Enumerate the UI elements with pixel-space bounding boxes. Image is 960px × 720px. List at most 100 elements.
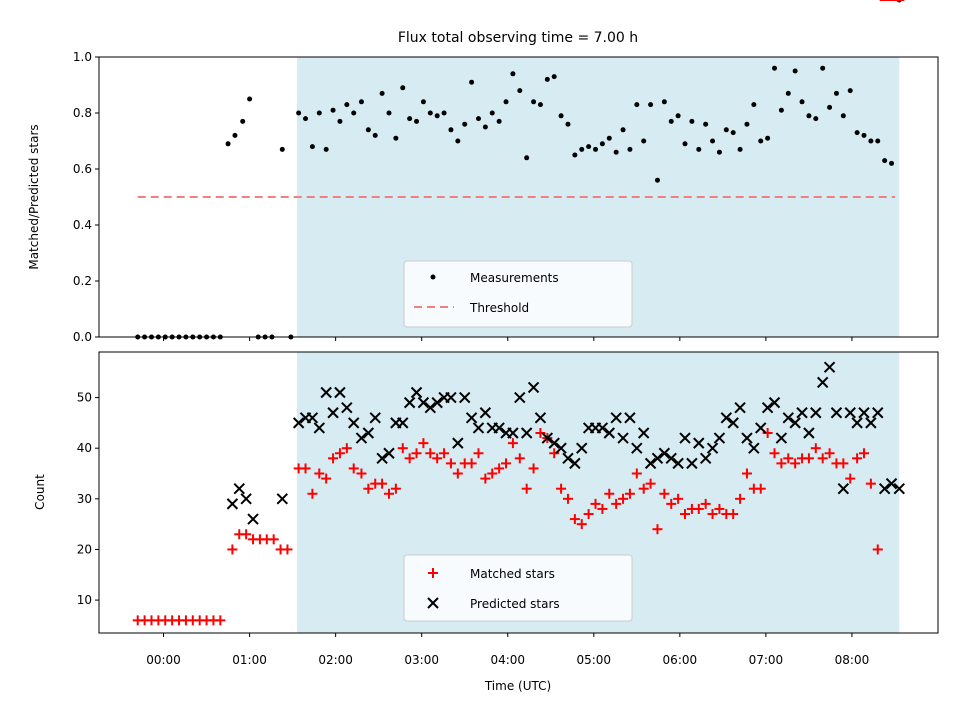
- legend-predicted-marker: [427, 597, 439, 609]
- top-y-tick-label: 1.0: [73, 50, 92, 64]
- matched-star-point: [790, 458, 801, 469]
- matched-star-point: [597, 503, 608, 514]
- bottom-x-tick-label: 00:00: [146, 653, 181, 667]
- measurement-point: [225, 141, 231, 147]
- measurement-point: [414, 118, 420, 124]
- bottom-x-tick-label: 03:00: [404, 653, 439, 667]
- measurement-point: [806, 113, 812, 119]
- measurement-point: [551, 74, 557, 80]
- top-y-tick-label: 0.2: [73, 274, 92, 288]
- matched-star-point: [363, 483, 374, 494]
- bottom-x-tick-label: 06:00: [663, 653, 698, 667]
- predicted-star-point: [727, 417, 739, 429]
- top-y-axis-label: Matched/Predicted stars: [27, 124, 41, 269]
- predicted-star-point: [748, 442, 760, 454]
- matched-star-point: [307, 488, 318, 499]
- matched-star-point: [514, 453, 525, 464]
- predicted-star-point: [313, 422, 325, 434]
- measurement-point: [531, 99, 537, 105]
- measurement-point: [365, 127, 371, 133]
- predicted-star-point: [320, 386, 332, 399]
- matched-star-point: [494, 463, 505, 474]
- measurement-point: [744, 121, 750, 127]
- top-y-tick-label: 0.6: [73, 162, 92, 176]
- measurement-point: [861, 132, 867, 138]
- measurement-point: [792, 68, 798, 74]
- bottom-y-tick-label: 50: [77, 391, 92, 405]
- predicted-star-point: [768, 396, 781, 409]
- predicted-star-point: [424, 401, 437, 414]
- top-y-ticks: 0.0 0.2 0.4 0.6 0.8 1.0: [73, 50, 99, 344]
- predicted-star-point: [610, 412, 622, 424]
- measurement-point: [599, 141, 605, 147]
- bottom-y-ticks: 10 20 30 40 50: [77, 391, 99, 607]
- matched-star-point: [556, 483, 567, 494]
- matched-star-point: [348, 463, 359, 474]
- top-legend: Measurements Threshold: [403, 260, 633, 328]
- measurement-point: [337, 118, 343, 124]
- predicted-star-point: [761, 401, 774, 414]
- predicted-star-point: [617, 432, 629, 444]
- measurement-point: [503, 99, 509, 105]
- matched-star-point: [680, 509, 691, 520]
- matched-star-point: [321, 473, 332, 484]
- matched-star-point: [783, 453, 794, 464]
- matched-star-point: [666, 498, 677, 509]
- bottom-panel: 10 20 30 40 50 00:00 01:00 02:00 03:00 04:00 05:0…: [33, 0, 939, 693]
- predicted-star-point: [596, 422, 609, 434]
- matched-star-point: [480, 473, 491, 484]
- measurement-point: [606, 135, 612, 141]
- matched-star-point: [631, 468, 642, 479]
- chart-title: Flux total observing time = 7.00 h: [398, 30, 638, 46]
- legend-measurements-label: Measurements: [470, 271, 559, 285]
- predicted-star-point: [493, 422, 505, 434]
- measurement-point: [675, 113, 681, 119]
- measurement-point: [427, 110, 433, 116]
- measurement-point: [482, 124, 488, 130]
- measurement-point: [400, 85, 406, 91]
- measurement-point: [737, 146, 743, 152]
- measurement-point: [620, 127, 626, 133]
- predicted-star-point: [858, 407, 870, 419]
- matched-star-point: [728, 509, 739, 520]
- predicted-star-point: [706, 442, 719, 454]
- matched-star-point: [693, 503, 704, 514]
- measurement-point: [330, 107, 336, 113]
- matched-star-point: [282, 544, 293, 555]
- bottom-x-tick-label: 02:00: [318, 653, 353, 667]
- measurement-point: [309, 144, 315, 150]
- predicted-star-point: [417, 396, 430, 409]
- predicted-star-point: [631, 442, 643, 454]
- matched-star-point: [618, 493, 629, 504]
- measurement-point: [434, 113, 440, 119]
- matched-star-point: [452, 468, 463, 479]
- predicted-star-point: [292, 417, 305, 429]
- predicted-star-point: [507, 427, 519, 439]
- measurement-point: [372, 132, 378, 138]
- matched-star-point: [845, 473, 856, 484]
- predicted-star-point: [520, 427, 533, 439]
- predicted-star-point: [376, 452, 388, 465]
- predicted-star-point: [247, 513, 259, 525]
- measurement-point: [517, 88, 523, 94]
- predicted-star-point: [637, 427, 650, 439]
- matched-star-point: [583, 509, 594, 520]
- matched-star-point: [700, 498, 711, 509]
- predicted-star-point: [624, 412, 636, 424]
- measurement-point: [316, 110, 322, 116]
- matched-star-point: [425, 448, 436, 459]
- matched-star-point: [390, 483, 401, 494]
- legend-measurements-marker: [430, 274, 436, 280]
- predicted-star-point: [479, 407, 492, 419]
- matched-star-point: [714, 503, 725, 514]
- measurement-points: [135, 0, 902, 340]
- measurement-point: [882, 158, 888, 164]
- predicted-star-point: [830, 407, 843, 419]
- matched-star-point: [604, 488, 615, 499]
- measurement-point: [634, 102, 640, 108]
- measurement-point: [875, 138, 881, 144]
- measurement-point: [730, 130, 736, 136]
- predicted-star-point: [693, 437, 705, 449]
- predicted-star-point: [734, 401, 746, 414]
- bottom-y-tick-label: 30: [77, 492, 92, 506]
